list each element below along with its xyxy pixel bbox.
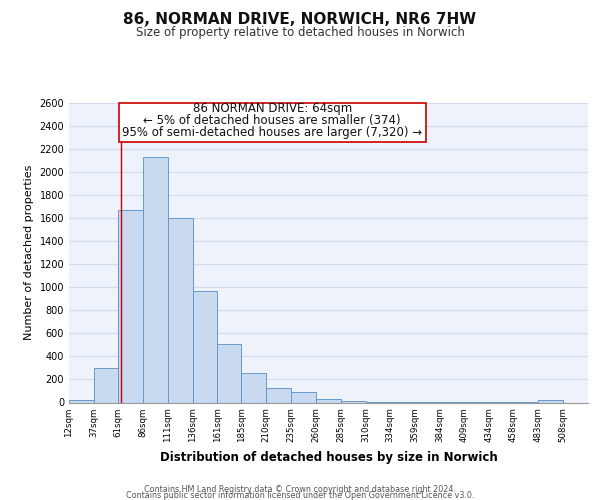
Bar [538,400,563,402]
FancyBboxPatch shape [119,102,425,142]
Text: 95% of semi-detached houses are larger (7,320) →: 95% of semi-detached houses are larger (… [122,126,422,139]
X-axis label: Distribution of detached houses by size in Norwich: Distribution of detached houses by size … [160,450,497,464]
Text: Size of property relative to detached houses in Norwich: Size of property relative to detached ho… [136,26,464,39]
Bar [217,344,241,403]
Bar [143,156,167,402]
Bar [341,401,366,402]
Bar [167,218,193,402]
Text: Contains public sector information licensed under the Open Government Licence v3: Contains public sector information licen… [126,491,474,500]
Text: ← 5% of detached houses are smaller (374): ← 5% of detached houses are smaller (374… [143,114,401,127]
Text: Contains HM Land Registry data © Crown copyright and database right 2024.: Contains HM Land Registry data © Crown c… [144,484,456,494]
Bar [266,388,291,402]
Bar [193,291,217,403]
Bar [241,373,266,402]
Bar [316,399,341,402]
Y-axis label: Number of detached properties: Number of detached properties [24,165,34,340]
Text: 86, NORMAN DRIVE, NORWICH, NR6 7HW: 86, NORMAN DRIVE, NORWICH, NR6 7HW [124,12,476,28]
Bar [94,368,118,402]
Bar [69,400,94,402]
Bar [118,210,143,402]
Bar [291,392,316,402]
Text: 86 NORMAN DRIVE: 64sqm: 86 NORMAN DRIVE: 64sqm [193,102,352,115]
